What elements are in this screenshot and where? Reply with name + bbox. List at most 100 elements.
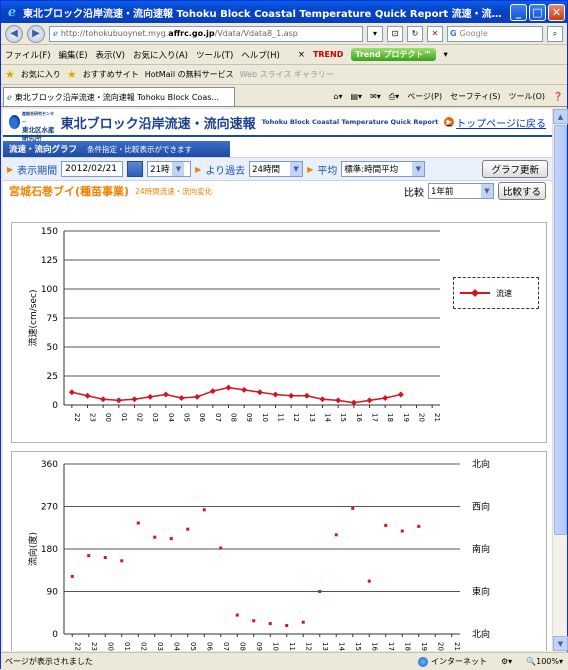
y-tick-label: 90 bbox=[47, 588, 59, 598]
data-point bbox=[115, 397, 122, 404]
address-row: ◀ ▶ ℯ http://tohokubuoynet.myg. affrc.go.… bbox=[1, 23, 567, 45]
refresh-icon[interactable]: ↻ bbox=[407, 25, 423, 42]
fav-recommended-sites[interactable]: おすすめサイト bbox=[82, 70, 139, 79]
page-viewport: 独立行政法人 水産総合研究センター 東北区水産研究所 東北ブロック沿岸流速・流向… bbox=[3, 109, 552, 651]
top-page-link[interactable]: ▶ トップページに戻る bbox=[444, 115, 546, 130]
menu-tools[interactable]: ツール(T) bbox=[195, 50, 234, 61]
fav-hotmail[interactable]: HotMail の無料サービス bbox=[144, 70, 234, 79]
data-point bbox=[235, 613, 239, 617]
x-tick-label: 00 bbox=[104, 413, 112, 422]
scroll-up-icon[interactable]: ▲ bbox=[553, 109, 568, 124]
x-tick-label: 19 bbox=[402, 413, 410, 422]
range-select[interactable]: 24時間 ▼ bbox=[249, 161, 304, 177]
forward-icon[interactable]: ▶ bbox=[27, 24, 45, 43]
section-note: 条件指定・比較表示ができます bbox=[87, 144, 193, 154]
data-point bbox=[100, 396, 107, 403]
x-tick-label: 14 bbox=[337, 642, 345, 651]
hour-select[interactable]: 21時 ▼ bbox=[147, 161, 192, 177]
date-input[interactable]: 2012/02/21 bbox=[61, 161, 124, 177]
scroll-thumb[interactable] bbox=[554, 125, 567, 535]
institute-logo: 独立行政法人 水産総合研究センター 東北区水産研究所 bbox=[9, 111, 55, 142]
compare-button[interactable]: 比較する bbox=[497, 182, 546, 200]
x-tick-label: 03 bbox=[156, 642, 164, 651]
x-tick-label: 09 bbox=[255, 642, 263, 651]
data-point bbox=[268, 622, 272, 626]
x-tick-label: 14 bbox=[324, 413, 332, 422]
tab-title: 東北ブロック沿岸流速・流向速報 Tohoku Block Coas... bbox=[14, 92, 220, 102]
calendar-icon[interactable] bbox=[127, 161, 144, 177]
back-icon[interactable]: ◀ bbox=[5, 24, 23, 43]
print-icon[interactable]: ⎙▾ bbox=[388, 91, 400, 101]
scroll-down-icon[interactable]: ▼ bbox=[553, 636, 568, 651]
mail-icon[interactable]: ✉▾ bbox=[370, 92, 381, 101]
x-tick-label: 16 bbox=[355, 413, 363, 422]
compare-select[interactable]: 1年前 ▼ bbox=[427, 183, 494, 199]
logo-mark-icon bbox=[9, 115, 20, 129]
bullet-icon: ▶ bbox=[195, 164, 202, 174]
direction-label: 北向 bbox=[472, 628, 490, 640]
data-point bbox=[68, 389, 75, 396]
update-graph-button[interactable]: グラフ更新 bbox=[482, 160, 548, 178]
x-tick-label: 08 bbox=[238, 642, 246, 651]
search-placeholder: Google bbox=[459, 29, 488, 38]
data-point bbox=[87, 554, 91, 558]
zoom-control[interactable]: 🔍100%▾ bbox=[526, 657, 563, 666]
fav-web-slice[interactable]: Web スライス ギャラリー bbox=[239, 70, 334, 79]
data-point bbox=[202, 508, 206, 512]
menu-edit[interactable]: 編集(E) bbox=[58, 50, 88, 61]
trend-protect-button[interactable]: Trend プロテクト™ bbox=[351, 48, 436, 61]
protected-mode-icon[interactable]: ⚙▾ bbox=[500, 657, 513, 666]
help-icon[interactable]: ❓ bbox=[553, 92, 563, 101]
x-tick-label: 17 bbox=[371, 413, 379, 422]
page-menu[interactable]: ページ(P) bbox=[407, 92, 443, 101]
safety-menu[interactable]: セーフティ(S) bbox=[450, 92, 501, 101]
average-value: 標準:時間平均 bbox=[344, 165, 399, 175]
average-select[interactable]: 標準:時間平均 ▼ bbox=[341, 161, 426, 177]
data-point bbox=[103, 556, 107, 559]
tab-active[interactable]: ℯ 東北ブロック沿岸流速・流向速報 Tohoku Block Coas... bbox=[3, 87, 235, 106]
window-title: 東北ブロック沿岸流速・流向速報 Tohoku Block Coastal Tem… bbox=[23, 8, 510, 20]
add-favorite-icon[interactable]: ★ bbox=[66, 68, 77, 81]
maximize-button[interactable]: □ bbox=[529, 3, 546, 21]
x-tick-label: 11 bbox=[288, 642, 296, 651]
chevron-down-icon: ▼ bbox=[412, 162, 425, 176]
x-tick-label: 05 bbox=[183, 413, 191, 422]
stop-icon[interactable]: ✕ bbox=[427, 25, 443, 42]
minimize-button[interactable]: _ bbox=[510, 3, 527, 21]
close-toolbar-icon[interactable]: × bbox=[297, 49, 305, 60]
favorites-bar: ★ お気に入り ★ おすすめサイト HotMail の無料サービス Web スラ… bbox=[1, 65, 567, 85]
speed-chart-panel: 0 25 50 75 100 125 150 流速(cm/sec) 22 23 00 01 02 03 04… bbox=[11, 222, 547, 443]
page-title-en: Tohoku Block Coastal Temperature Quick R… bbox=[261, 118, 439, 126]
y-tick-label: 0 bbox=[52, 401, 58, 411]
menu-view[interactable]: 表示(V) bbox=[95, 50, 125, 61]
address-bar[interactable]: ℯ http://tohokubuoynet.myg. affrc.go.jp/V… bbox=[49, 25, 363, 42]
compat-view-icon[interactable]: ⊡ bbox=[387, 25, 403, 42]
address-dropdown-icon[interactable]: ▾ bbox=[367, 25, 383, 42]
vertical-scrollbar[interactable]: ▲ ▼ bbox=[552, 109, 568, 651]
toolbar-more-icon[interactable]: ▾ bbox=[443, 49, 448, 60]
x-tick-label: 03 bbox=[151, 413, 159, 422]
menu-help[interactable]: ヘルプ(H) bbox=[241, 50, 280, 61]
data-point bbox=[219, 546, 223, 550]
data-point bbox=[288, 392, 295, 399]
google-icon: G bbox=[450, 29, 457, 38]
favorites-button[interactable]: お気に入り bbox=[20, 70, 61, 79]
menu-favorites[interactable]: お気に入り(A) bbox=[133, 50, 188, 61]
y-tick-label: 125 bbox=[41, 256, 58, 266]
direction-label: 東向 bbox=[472, 586, 490, 598]
x-tick-label: 15 bbox=[339, 413, 347, 422]
feeds-icon[interactable]: ▤▾ bbox=[350, 92, 363, 101]
favorites-star-icon[interactable]: ★ bbox=[5, 68, 15, 81]
x-tick-label: 06 bbox=[198, 413, 206, 422]
home-icon[interactable]: ⌂▾ bbox=[333, 92, 343, 101]
legend-swatch bbox=[460, 289, 490, 297]
status-zone: インターネット ⚙▾ 🔍100%▾ bbox=[417, 656, 568, 667]
data-point bbox=[194, 393, 201, 400]
menu-file[interactable]: ファイル(F) bbox=[5, 50, 51, 61]
tools-menu[interactable]: ツール(O) bbox=[508, 92, 546, 101]
past-label: より過去 bbox=[205, 165, 246, 177]
x-tick-label: 19 bbox=[420, 642, 428, 651]
search-input[interactable]: G Google bbox=[447, 25, 543, 42]
search-icon[interactable]: ⌕ bbox=[547, 25, 563, 42]
close-button[interactable]: ✕ bbox=[548, 3, 565, 21]
